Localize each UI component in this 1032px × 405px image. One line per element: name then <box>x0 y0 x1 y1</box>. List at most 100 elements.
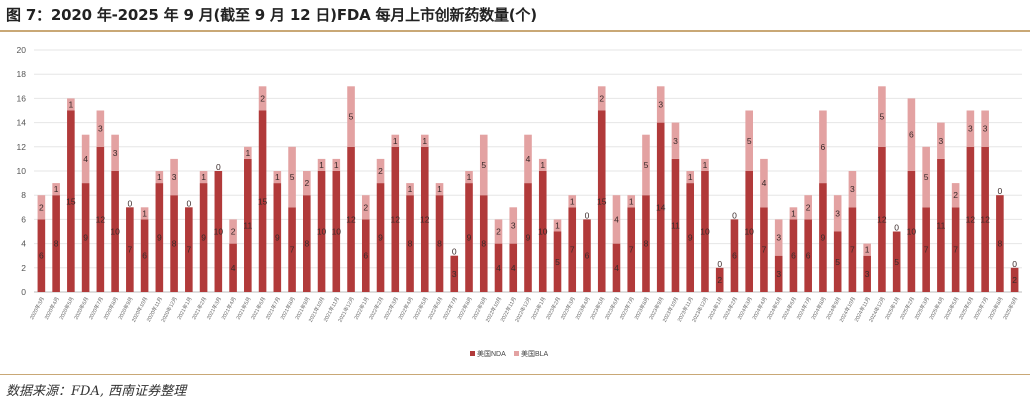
bar-nda <box>937 158 945 292</box>
data-label-bla: 5 <box>924 172 929 182</box>
bar-bla <box>332 158 341 171</box>
bar-bla <box>848 171 857 208</box>
x-axis-ticks: 2020年3月2020年4月2020年5月2020年6月2020年7月2020年… <box>27 295 1019 323</box>
data-label-nda: 4 <box>496 263 501 273</box>
bar-nda <box>258 110 267 292</box>
bar-bla <box>553 219 562 232</box>
bar-bla <box>435 183 444 196</box>
data-label-bla: 0 <box>216 162 221 172</box>
bar-nda <box>612 243 621 292</box>
bar-nda <box>627 207 636 292</box>
bar-nda <box>715 267 724 292</box>
bar-nda <box>244 158 252 292</box>
bar-nda <box>730 219 739 292</box>
data-label-nda: 7 <box>290 245 295 255</box>
data-label-bla: 3 <box>983 124 988 134</box>
y-axis-ticks: 0 2 4 6 8 10 12 14 16 18 20 <box>17 45 27 297</box>
legend-swatch <box>470 351 475 356</box>
legend-swatch <box>514 351 519 356</box>
data-label-nda: 7 <box>570 245 575 255</box>
bar-nda <box>229 243 237 292</box>
bar-nda <box>524 183 532 292</box>
data-label-nda: 12 <box>966 214 976 224</box>
data-label-nda: 10 <box>214 227 224 237</box>
y-tick-label: 20 <box>17 45 27 55</box>
data-label-bla: 3 <box>658 99 663 109</box>
legend-label: 美国NDA <box>477 349 506 358</box>
data-label-nda: 6 <box>791 251 796 261</box>
bar-bla <box>981 110 989 147</box>
bar-nda <box>996 195 1004 292</box>
bar-nda <box>878 146 886 292</box>
data-label-bla: 3 <box>172 172 177 182</box>
bar-nda <box>96 146 105 292</box>
data-label-bla: 2 <box>599 93 604 103</box>
data-label-nda: 10 <box>744 227 754 237</box>
bar-nda <box>303 195 311 292</box>
bar-bla <box>538 158 547 171</box>
data-label-nda: 4 <box>231 263 236 273</box>
data-label-nda: 6 <box>585 251 590 261</box>
data-label-bla: 1 <box>157 172 162 182</box>
data-label-bla: 0 <box>127 198 132 208</box>
data-label-bla: 2 <box>39 202 44 212</box>
data-label-bla: 0 <box>452 247 457 257</box>
data-label-nda: 11 <box>936 220 945 230</box>
data-label-nda: 11 <box>243 220 252 230</box>
bar-bla <box>701 158 709 171</box>
bar-nda <box>332 171 341 292</box>
data-label-nda: 9 <box>201 233 206 243</box>
bar-bla <box>612 195 621 244</box>
data-label-nda: 6 <box>806 251 811 261</box>
bar-bla <box>376 158 385 184</box>
data-label-nda: 10 <box>317 227 327 237</box>
bar-bla <box>833 195 842 232</box>
bar-nda <box>597 110 606 292</box>
bar-nda <box>804 219 812 292</box>
bar-bla <box>951 183 960 208</box>
bar-nda <box>760 207 768 292</box>
data-label-nda: 7 <box>186 245 191 255</box>
bar-nda <box>273 183 282 292</box>
data-label-bla: 2 <box>363 202 368 212</box>
bar-nda <box>494 243 503 292</box>
data-label-bla: 1 <box>54 184 59 194</box>
data-label-bla: 0 <box>585 210 590 220</box>
bar-bla <box>229 219 237 244</box>
bar-bla <box>686 171 695 184</box>
data-label-bla: 3 <box>850 184 855 194</box>
bar-nda <box>863 255 871 292</box>
bar-nda <box>538 171 547 292</box>
bar-bla <box>273 171 282 184</box>
data-label-nda: 3 <box>452 269 457 279</box>
data-label-bla: 3 <box>511 220 516 230</box>
data-label-nda: 11 <box>671 220 680 230</box>
bar-bla <box>111 134 119 171</box>
bar-nda <box>966 146 975 292</box>
bar-nda <box>583 219 591 292</box>
y-tick-label: 8 <box>21 190 26 200</box>
bar-bla <box>627 195 636 208</box>
y-tick-label: 6 <box>21 214 26 224</box>
bar-bla <box>922 146 930 208</box>
bar-nda <box>789 219 798 292</box>
bar-bla <box>937 122 945 159</box>
data-label-bla: 3 <box>968 124 973 134</box>
bar-bla <box>804 195 812 220</box>
data-label-bla: 3 <box>776 233 781 243</box>
bar-bla <box>819 110 827 184</box>
data-label-nda: 9 <box>157 233 162 243</box>
y-tick-label: 18 <box>17 69 27 79</box>
bar-nda <box>361 219 370 292</box>
data-label-nda: 12 <box>391 214 401 224</box>
bar-bla <box>37 195 46 220</box>
data-label-bla: 1 <box>688 172 693 182</box>
bar-bla <box>878 86 886 147</box>
bar-bla <box>760 158 768 208</box>
bar-nda <box>185 207 193 292</box>
bar-bla <box>966 110 975 147</box>
data-label-bla: 1 <box>201 172 206 182</box>
data-label-nda: 6 <box>363 251 368 261</box>
x-tick-label: 2020年3月 <box>27 295 46 321</box>
bar-bla <box>789 207 798 220</box>
